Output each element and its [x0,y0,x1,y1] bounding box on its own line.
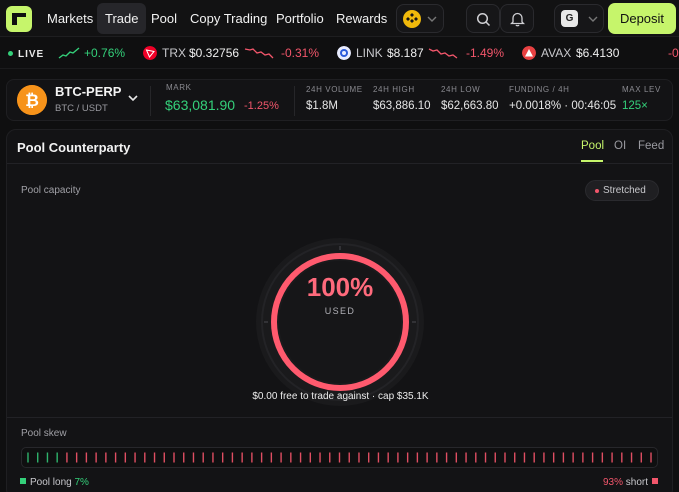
chevron-down-icon [588,16,598,22]
capacity-gauge [256,238,424,406]
pool-short-legend: 93% short [603,477,659,488]
long-square-icon [20,478,26,484]
notifications-button[interactable] [500,4,534,33]
chevron-down-icon [427,16,437,22]
bitcoin-icon: ₿ [17,85,47,115]
svg-text:₿: ₿ [25,91,39,111]
divider [294,86,295,116]
stat-value: $1.8M [306,100,338,112]
chain-selector[interactable] [396,4,444,33]
mark-label: MARK [166,83,192,92]
ticker-change: +0.76% [84,46,126,60]
nav-markets[interactable]: Markets [47,11,94,26]
stat-value: 125× [622,100,648,112]
stat-value: +0.0018% · 00:46:05 [509,100,617,112]
search-icon [476,12,491,27]
status-badge: Stretched [585,180,659,201]
ticker-symbol[interactable]: TRX [162,46,186,60]
price-ticker: LIVE +0.76% TRX $0.32756 -0.31% LINK $8.… [0,38,679,69]
search-button[interactable] [466,4,500,33]
pool-capacity-label: Pool capacity [21,185,81,196]
pool-long-legend: Pool long 7% [20,477,89,488]
bell-icon [510,12,525,27]
nav-rewards[interactable]: Rewards [336,11,388,26]
avax-icon [522,46,536,60]
trx-icon [143,46,157,60]
pool-skew-bar [21,447,658,468]
market-summary: ₿ BTC-PERP BTC / USDT MARK $63,081.90 -1… [6,79,673,121]
ticker-change: -1.49% [466,46,505,60]
stat-label: 24H LOW [441,85,481,94]
pool-skew-label: Pool skew [21,428,67,439]
status-dot-icon [595,189,599,193]
divider [7,163,672,164]
bnb-chain-icon [403,10,421,28]
ticker-price: $8.187 [387,46,424,60]
gauge-label: USED [324,306,356,316]
nav-portfolio[interactable]: Portfolio [276,11,324,26]
ticker-symbol[interactable]: LINK [356,46,383,60]
nav-trade[interactable]: Trade [97,3,147,34]
stat-label: 24H VOLUME [306,85,363,94]
stat-label: 24H HIGH [373,85,415,94]
divider [7,417,672,418]
divider [150,86,151,116]
logo-icon[interactable] [6,6,32,32]
pair-name[interactable]: BTC-PERP [55,84,122,99]
live-indicator: LIVE [8,38,44,68]
stat-label: FUNDING / 4H [509,85,570,94]
ticker-price: $0.32756 [189,46,240,60]
sparkline-down-icon [244,48,274,59]
free-capacity-text: $0.00 free to trade against · cap $35.1K [252,391,429,402]
deposit-button[interactable]: Deposit [608,3,676,34]
account-menu[interactable]: G [554,4,604,33]
pool-counterparty-panel: Pool Counterparty Pool OI Feed Pool capa… [6,129,673,492]
ticker-change: -0.3 [668,46,679,60]
tab-underline [581,160,603,162]
tab-oi[interactable]: OI [614,140,627,152]
short-square-icon [652,478,659,484]
gauge-value: 100% [306,272,374,302]
stat-value: $63,886.10 [373,100,431,112]
sparkline-up-icon [58,47,80,59]
top-nav: Markets Trade Pool Copy Trading Portfoli… [0,0,679,37]
ticker-price: $6.4130 [576,46,620,60]
tab-pool[interactable]: Pool [581,140,605,152]
avatar: G [561,10,578,27]
stat-label: MAX LEV [622,85,661,94]
mark-change: -1.25% [244,100,279,112]
short-pct: 93% [603,477,624,488]
sparkline-down-icon [428,48,458,59]
ticker-symbol[interactable]: AVAX [541,46,572,60]
link-icon [337,46,351,60]
nav-pool[interactable]: Pool [151,11,178,26]
long-pct: 7% [74,477,89,488]
mark-price: $63,081.90 [165,97,236,113]
ticker-change: -0.31% [281,46,320,60]
stat-value: $62,663.80 [441,100,499,112]
pair-quote: BTC / USDT [55,103,108,114]
nav-copy-trading[interactable]: Copy Trading [190,11,268,26]
panel-title: Pool Counterparty [17,140,131,155]
tab-feed[interactable]: Feed [638,140,665,152]
chevron-down-icon[interactable] [128,95,138,102]
live-dot-icon [8,51,13,56]
